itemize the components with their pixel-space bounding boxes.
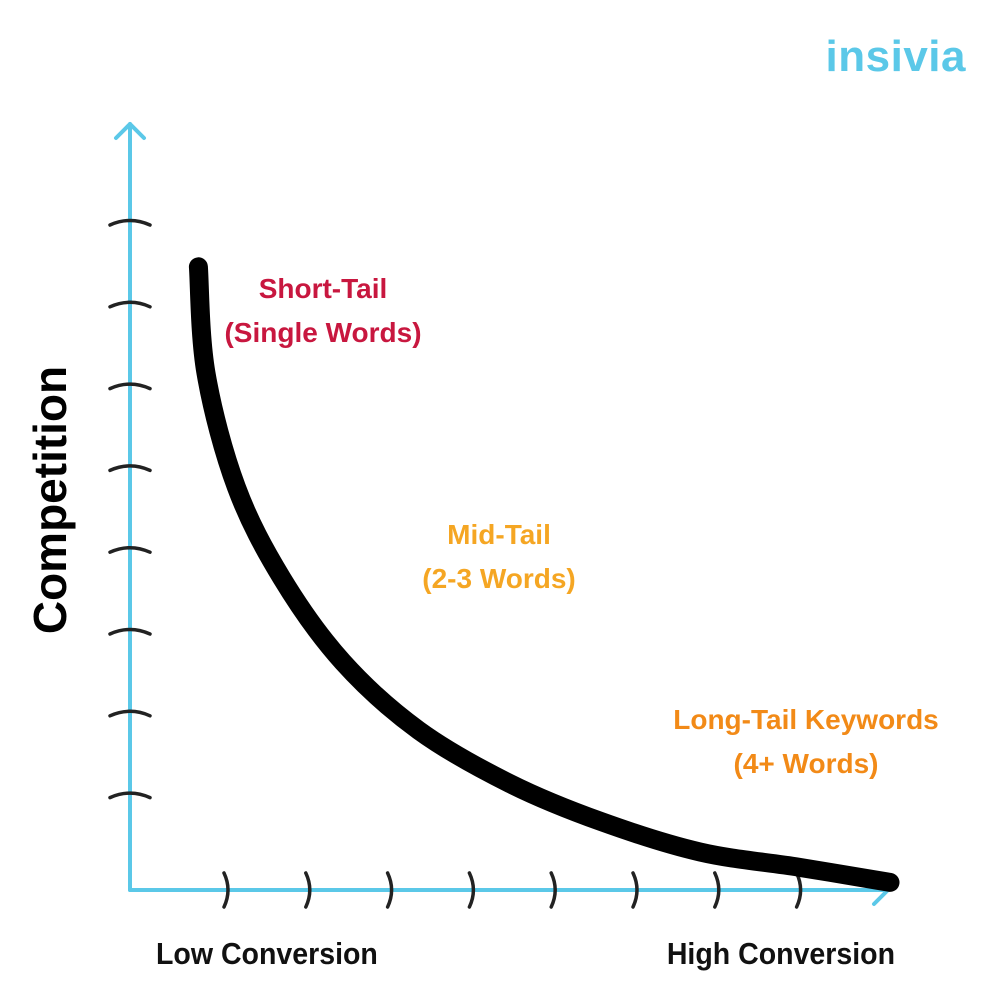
x-tick [713, 871, 721, 909]
y-tick [108, 218, 152, 227]
x-tick [549, 871, 557, 909]
x-tick [304, 871, 312, 909]
curve-layer [188, 257, 900, 892]
x-tick [385, 871, 394, 909]
x-axis-label-high: High Conversion [666, 936, 895, 971]
x-tick [467, 871, 476, 909]
x-tick [222, 871, 230, 909]
x-axis-label-low: Low Conversion [156, 936, 378, 971]
annotation-mid-tail-title: Mid-Tail [447, 519, 551, 550]
annotation-short-tail: Short-Tail (Single Words) [224, 267, 421, 355]
y-tick [108, 791, 152, 800]
y-axis-label: Competition [24, 365, 76, 635]
y-tick [108, 709, 152, 718]
y-tick [108, 300, 152, 309]
annotation-short-tail-title: Short-Tail [258, 273, 388, 304]
annotation-short-tail-subtitle: (Single Words) [224, 317, 422, 348]
keyword-curve [188, 257, 900, 892]
y-tick [108, 545, 152, 554]
x-tick [631, 871, 639, 909]
y-tick [108, 382, 152, 391]
annotation-long-tail: Long-Tail Keywords (4+ Words) [673, 698, 939, 786]
annotation-mid-tail-subtitle: (2-3 Words) [422, 563, 576, 594]
annotation-long-tail-title: Long-Tail Keywords [673, 704, 939, 735]
insivia-logo: insivia [825, 32, 966, 81]
y-axis-arrow [114, 122, 146, 140]
annotation-mid-tail: Mid-Tail (2-3 Words) [422, 513, 576, 601]
y-tick [108, 464, 152, 473]
annotation-long-tail-subtitle: (4+ Words) [733, 748, 879, 779]
y-tick [108, 627, 152, 636]
